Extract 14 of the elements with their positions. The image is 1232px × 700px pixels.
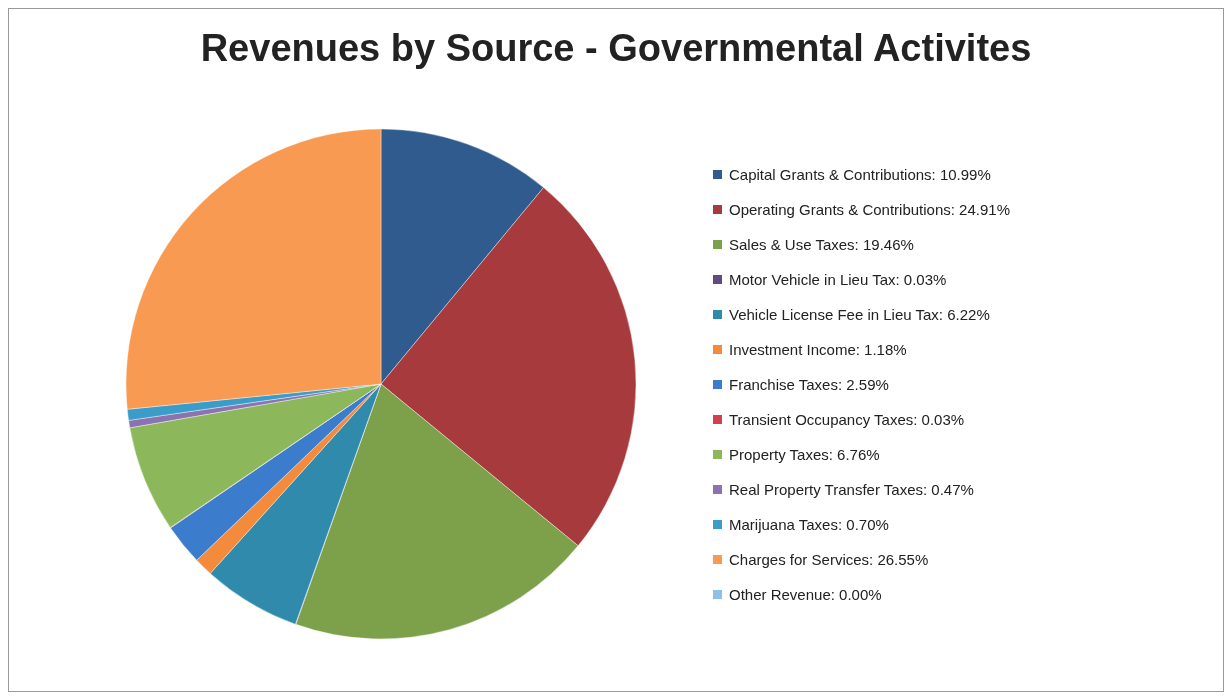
legend-label: Transient Occupancy Taxes: 0.03% (729, 410, 965, 428)
legend-label: Charges for Services: 26.55% (729, 550, 929, 568)
legend-label: Property Taxes: 6.76% (729, 445, 880, 463)
legend-label: Capital Grants & Contributions: 10.99% (729, 165, 991, 183)
legend-label: Motor Vehicle in Lieu Tax: 0.03% (729, 270, 947, 288)
chart-title: Revenues by Source - Governmental Activites (199, 26, 1033, 71)
legend-label: Vehicle License Fee in Lieu Tax: 6.22% (729, 305, 990, 323)
legend-label: Sales & Use Taxes: 19.46% (729, 235, 914, 253)
legend-label: Marijuana Taxes: 0.70% (729, 515, 889, 533)
legend-label: Other Revenue: 0.00% (729, 585, 882, 603)
legend-label: Investment Income: 1.18% (729, 340, 907, 358)
legend-label: Franchise Taxes: 2.59% (729, 375, 889, 393)
legend-label: Real Property Transfer Taxes: 0.47% (729, 480, 974, 498)
legend-label: Operating Grants & Contributions: 24.91% (729, 200, 1010, 218)
